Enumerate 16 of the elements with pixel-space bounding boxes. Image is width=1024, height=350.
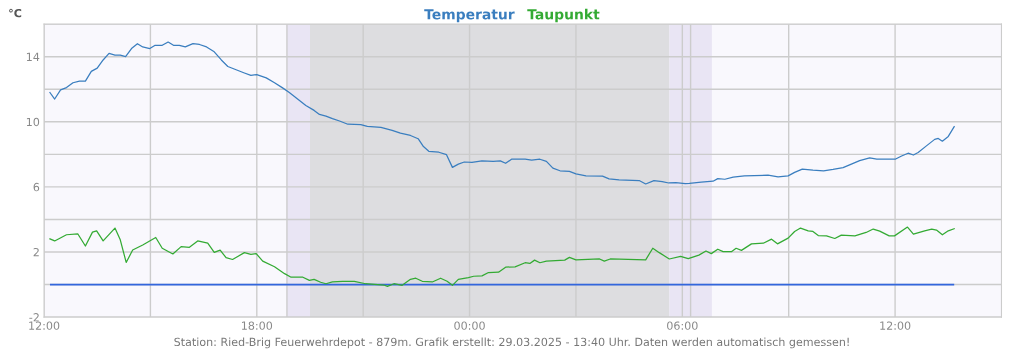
y-axis-title: °C — [9, 8, 22, 18]
y-tick-label: 14 — [26, 52, 40, 61]
y-tick-label: 2 — [33, 247, 39, 257]
x-tick-label: 12:00 — [880, 321, 911, 330]
text: Taupunkt — [527, 8, 600, 23]
y-tick-label: 10 — [26, 117, 40, 127]
x-tick-label: 06:00 — [667, 321, 698, 330]
x-tick-label: 00:00 — [454, 321, 485, 330]
x-tick-label: 18:00 — [242, 321, 273, 330]
line-series — [49, 41, 955, 185]
text: Temperatur — [424, 9, 515, 23]
y-tick-label: -2 — [29, 313, 39, 322]
line-series — [49, 226, 955, 287]
x-tick-label: 12:00 — [29, 321, 60, 330]
text: Station: Ried-Brig Feuerwehrdepot - 879m. Grafik erstellt: 29.03.2025 - 13:40 Uhr. Daten werden automatisch gemessen! — [174, 337, 849, 349]
y-tick-label: 6 — [33, 182, 40, 192]
